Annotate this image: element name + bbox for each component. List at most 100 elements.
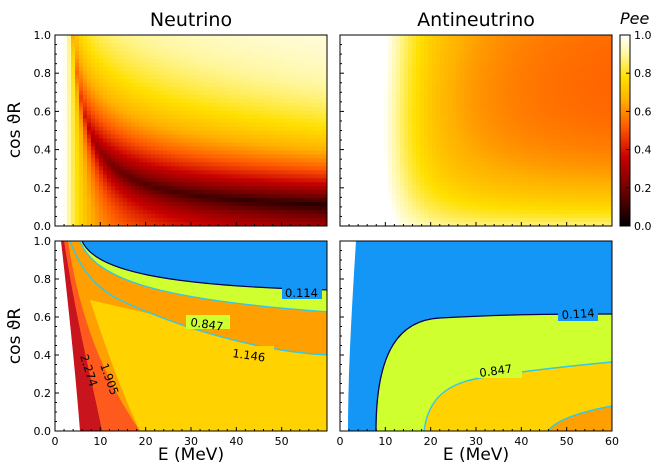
heatmap-cell (223, 94, 228, 100)
heatmap-cell (227, 170, 232, 175)
heatmap-cell (251, 74, 256, 80)
heatmap-cell (448, 102, 453, 108)
heatmap-cell (432, 194, 437, 199)
heatmap-cell (315, 54, 320, 60)
heatmap-cell (183, 38, 188, 44)
heatmap-cell (291, 182, 296, 187)
heatmap-cell (464, 66, 469, 72)
heatmap-cell (348, 118, 353, 124)
heatmap-cell (364, 174, 369, 179)
heatmap-cell (223, 194, 228, 199)
heatmap-cell (215, 90, 220, 96)
heatmap-cell (476, 90, 481, 96)
heatmap-cell (388, 178, 393, 183)
heatmap-cell (235, 182, 240, 187)
heatmap-cell (155, 198, 160, 203)
heatmap-cell (251, 218, 256, 223)
heatmap-cell (460, 70, 465, 76)
heatmap-cell (360, 198, 365, 203)
heatmap-cell (251, 198, 256, 203)
heatmap-cell (63, 86, 68, 92)
heatmap-cell (123, 186, 128, 191)
heatmap-cell (412, 38, 417, 44)
heatmap-cell (372, 182, 377, 187)
heatmap-cell (456, 46, 461, 52)
heatmap-cell (356, 206, 361, 211)
heatmap-cell (155, 38, 160, 44)
heatmap-cell (436, 170, 441, 175)
heatmap-cell (131, 66, 136, 72)
heatmap-cell (87, 170, 92, 175)
heatmap-cell (388, 82, 393, 88)
heatmap-cell (75, 150, 80, 155)
heatmap-cell (340, 86, 345, 92)
heatmap-cell (115, 66, 120, 72)
heatmap-cell (63, 198, 68, 203)
heatmap-cell (119, 162, 124, 167)
heatmap-cell (163, 206, 168, 211)
heatmap-cell (404, 38, 409, 44)
heatmap-cell (323, 218, 327, 223)
heatmap-cell (219, 146, 224, 151)
heatmap-cell (424, 50, 429, 56)
heatmap-cell (259, 58, 264, 64)
heatmap-cell (167, 35, 172, 40)
heatmap-cell (472, 138, 477, 144)
heatmap-cell (299, 98, 304, 104)
heatmap-cell (199, 126, 204, 132)
heatmap-cell (400, 214, 405, 219)
heatmap-cell (159, 214, 164, 219)
heatmap-cell (67, 154, 72, 159)
heatmap-cell (139, 118, 144, 124)
heatmap-cell (227, 134, 232, 140)
heatmap-cell (167, 162, 172, 167)
heatmap-cell (63, 82, 68, 88)
heatmap-cell (123, 134, 128, 140)
heatmap-cell (404, 150, 409, 155)
heatmap-cell (87, 66, 92, 72)
heatmap-cell (368, 110, 373, 116)
heatmap-cell (372, 102, 377, 108)
heatmap-cell (183, 86, 188, 92)
heatmap-cell (131, 114, 136, 120)
heatmap-cell (259, 122, 264, 128)
heatmap-cell (247, 218, 252, 223)
heatmap-cell (163, 62, 168, 68)
heatmap-cell (299, 142, 304, 148)
heatmap-cell (123, 206, 128, 211)
heatmap-cell (319, 206, 324, 211)
heatmap-cell (179, 142, 184, 148)
heatmap-cell (392, 134, 397, 140)
heatmap-cell (275, 202, 280, 207)
heatmap-cell (287, 154, 292, 159)
heatmap-cell (247, 178, 252, 183)
heatmap-cell (143, 122, 148, 128)
heatmap-cell (291, 106, 296, 112)
heatmap-cell (95, 66, 100, 72)
heatmap-cell (227, 70, 232, 76)
heatmap-cell (319, 82, 324, 88)
heatmap-cell (187, 110, 192, 116)
heatmap-cell (131, 182, 136, 187)
heatmap-cell (127, 82, 132, 88)
heatmap-cell (340, 42, 345, 48)
heatmap-cell (476, 114, 481, 120)
heatmap-cell (83, 42, 88, 48)
heatmap-cell (295, 54, 300, 60)
heatmap-cell (323, 66, 327, 72)
heatmap-cell (372, 122, 377, 128)
heatmap-cell (416, 142, 421, 148)
heatmap-cell (303, 138, 308, 144)
heatmap-cell (179, 206, 184, 211)
heatmap-cell (147, 35, 152, 40)
heatmap-cell (63, 166, 68, 171)
heatmap-cell (259, 114, 264, 120)
heatmap-cell (143, 190, 148, 195)
heatmap-cell (59, 94, 64, 100)
heatmap-cell (115, 218, 120, 223)
heatmap-cell (344, 158, 349, 163)
heatmap-cell (123, 174, 128, 179)
heatmap-cell (239, 142, 244, 148)
heatmap-cell (412, 150, 417, 155)
heatmap-cell (63, 50, 68, 56)
